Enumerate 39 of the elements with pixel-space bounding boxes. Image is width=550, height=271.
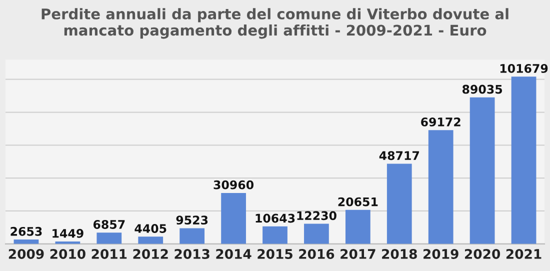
data-label: 20651	[338, 197, 378, 206]
x-tick-label: 2009	[8, 248, 44, 259]
bar	[386, 164, 412, 244]
bar	[96, 232, 122, 244]
bar	[138, 236, 164, 244]
x-tick-label: 2012	[133, 248, 168, 259]
x-tick-label: 2013	[174, 248, 210, 259]
chart-title: Perdite annuali da parte del comune di Viterbo dovute al mancato pagamento degli affitti - 2009-2021 - Euro	[42, 8, 508, 39]
bar	[428, 130, 454, 244]
bar	[180, 228, 205, 244]
data-label: 12230	[297, 211, 336, 220]
bar	[221, 192, 246, 244]
x-tick-label: 2014	[216, 248, 252, 259]
x-tick-label: 2010	[50, 248, 86, 259]
data-label: 4405	[134, 224, 166, 233]
data-label: 30960	[214, 180, 254, 190]
x-tick-label: 2020	[464, 248, 500, 259]
x-tick-label: 2017	[340, 248, 376, 259]
bar	[262, 226, 288, 244]
data-label: 89035	[462, 84, 502, 94]
data-label: 101679	[500, 64, 548, 73]
x-tick-label: 2011	[92, 248, 127, 259]
bar	[511, 76, 536, 244]
data-label: 9523	[176, 216, 208, 225]
x-tick-label: 2021	[506, 248, 542, 259]
bar	[345, 210, 370, 244]
bar	[304, 224, 329, 244]
x-tick-label: 2019	[424, 248, 458, 259]
data-label: 10643	[256, 214, 295, 223]
x-tick-label: 2016	[299, 248, 334, 259]
x-tick-label: 2015	[258, 248, 292, 259]
bar	[470, 97, 495, 244]
data-label: 69172	[421, 117, 460, 126]
data-label: 1449	[52, 228, 84, 238]
x-tick-label: 2018	[382, 248, 417, 259]
data-label: 6857	[93, 220, 125, 229]
bar	[14, 240, 39, 244]
data-label: 2653	[10, 226, 42, 236]
data-label: 48717	[379, 151, 419, 160]
